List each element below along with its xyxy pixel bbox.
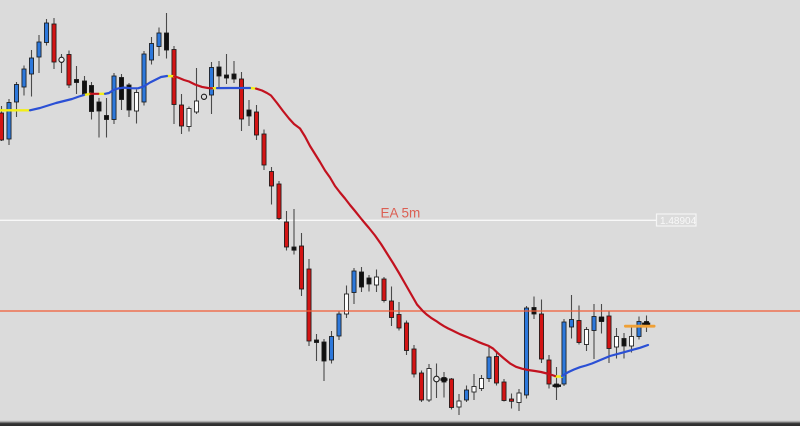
svg-text:EA 5m: EA 5m (381, 206, 421, 221)
svg-text:1.48904: 1.48904 (660, 216, 697, 227)
